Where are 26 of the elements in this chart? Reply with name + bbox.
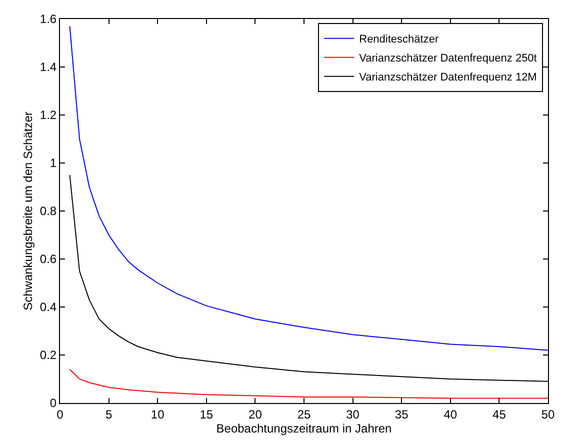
y-tick-label: 1.6 xyxy=(40,12,57,26)
x-tick-label: 30 xyxy=(346,407,360,422)
x-tick-label: 5 xyxy=(105,407,112,422)
y-tick-label: 0 xyxy=(50,396,57,410)
y-tick-label: 1 xyxy=(50,156,57,170)
legend-label: Varianzschätzer Datenfrequenz 12M xyxy=(359,72,537,84)
y-tick-label: 1.2 xyxy=(40,108,57,122)
x-tick-label: 25 xyxy=(297,407,311,422)
x-tick-label: 50 xyxy=(541,407,555,422)
y-tick-label: 0.6 xyxy=(40,252,57,266)
x-tick-label: 20 xyxy=(248,407,262,422)
y-tick-label: 0.2 xyxy=(40,348,57,362)
x-tick-label: 15 xyxy=(200,407,214,422)
y-tick-label: 0.8 xyxy=(40,204,57,218)
legend-label: Varianzschätzer Datenfrequenz 250t xyxy=(359,52,537,65)
y-axis-title: Schwankungsbreite um den Schätzer xyxy=(21,112,36,310)
x-axis-title: Beobachtungszeitraum in Jahren xyxy=(216,421,392,436)
x-tick-label: 45 xyxy=(492,407,506,422)
y-tick-label: 1.4 xyxy=(40,60,57,74)
x-tick-label: 40 xyxy=(444,407,458,422)
line-series xyxy=(69,26,548,351)
line-series xyxy=(69,368,548,399)
x-tick-label: 35 xyxy=(394,407,409,422)
x-tick-label: 10 xyxy=(150,407,165,422)
legend-label: Renditeschätzer xyxy=(359,34,439,46)
y-tick-label: 0.4 xyxy=(40,300,57,314)
